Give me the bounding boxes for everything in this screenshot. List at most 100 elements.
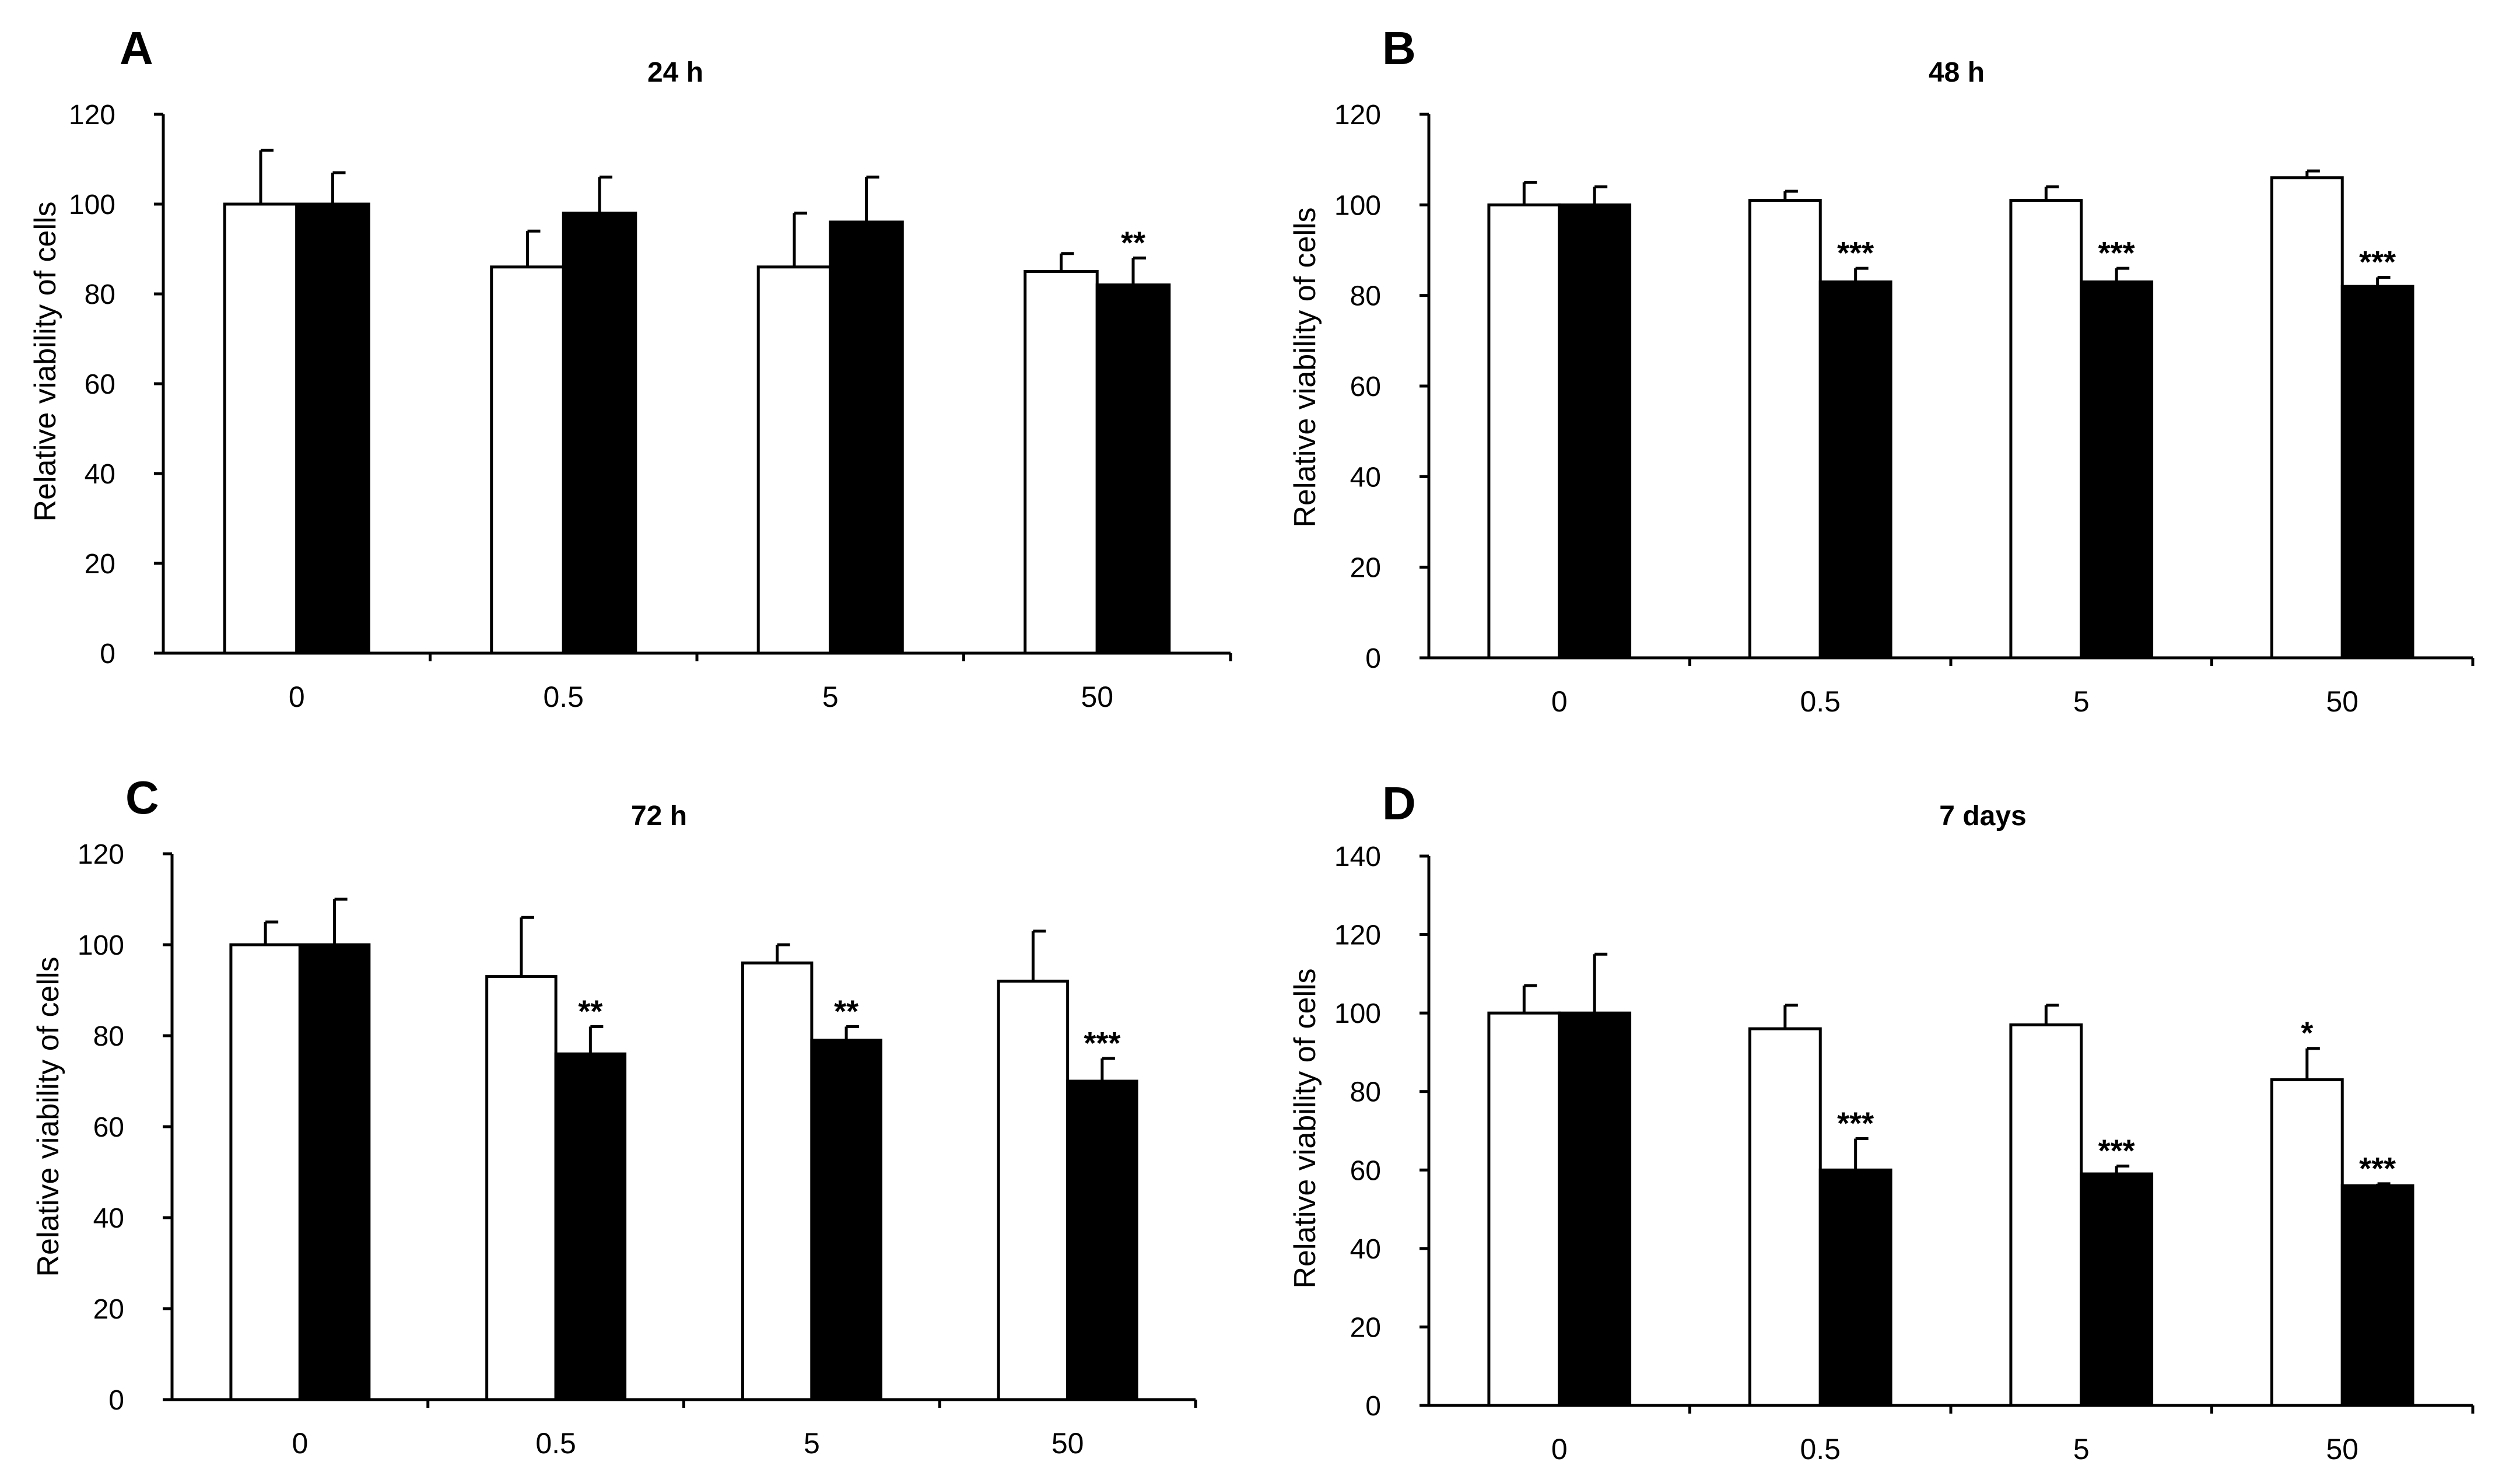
- panel-a-plot: 0 20 40 60 80 100 120 0 0.5 5 50 **: [69, 100, 1232, 713]
- panel-a-y-tick-label: 0: [100, 639, 115, 669]
- panel-c-x-tick-label: 50: [1052, 1427, 1084, 1460]
- panel-c-bar-white: [997, 979, 1070, 1401]
- panel-b-significance-label: ***: [1837, 236, 1874, 271]
- panel-d: D 7 days Relative viability of cells 0 20…: [1288, 777, 2475, 1466]
- panel-d-y-tick-label: 100: [1334, 998, 1381, 1029]
- panel-b-y-tick-label: 40: [1350, 462, 1381, 493]
- panel-b-y-tick-label: 100: [1334, 190, 1381, 221]
- panel-b-bar-white: [1748, 199, 1822, 660]
- panel-a-bar-white: [490, 265, 565, 655]
- panel-a-y-tick-label: 120: [69, 100, 115, 131]
- panel-d-x-tick-label: 0.5: [1800, 1433, 1841, 1466]
- panel-d-x-tick-label: 0: [1551, 1433, 1568, 1466]
- panel-a-x-tick-label: 0: [289, 681, 305, 713]
- panel-b: B 48 h Relative viability of cells 0 20 40…: [1288, 22, 2475, 718]
- panel-a-y-tick-label: 20: [85, 549, 115, 580]
- panel-d-y-tick-label: 80: [1350, 1077, 1381, 1108]
- panel-d-y-tick-label: 20: [1350, 1312, 1381, 1343]
- panel-b-y-tick-label: 60: [1350, 371, 1381, 402]
- panel-c-ylabel: Relative viability of cells: [31, 956, 65, 1277]
- panel-d-bar-black: [2080, 1172, 2154, 1407]
- panel-d-y-tick-label: 60: [1350, 1155, 1381, 1186]
- panel-a-y-tick-label: 80: [85, 279, 115, 310]
- panel-b-x-tick-label: 50: [2326, 685, 2358, 718]
- panel-d-significance-label: ***: [2098, 1134, 2135, 1169]
- panel-d-bar-white: [1487, 1011, 1561, 1407]
- panel-c-bar-black: [810, 1039, 882, 1401]
- panel-d-significance-label: *: [2301, 1016, 2313, 1051]
- panel-b-letter: B: [1382, 22, 1416, 74]
- panel-d-bar-black: [1818, 1168, 1892, 1407]
- panel-c-significance-label: **: [578, 994, 602, 1029]
- panel-d-y-tick-label: 120: [1334, 920, 1381, 951]
- panel-b-bar-black: [1818, 280, 1892, 660]
- panel-b-y-tick-label: 120: [1334, 100, 1381, 131]
- panel-a-x-tick-label: 50: [1081, 681, 1113, 713]
- panel-a: A 24 h Relative viability of cells 0 20 40…: [29, 22, 1232, 713]
- panel-a-x-tick-label: 0.5: [543, 681, 584, 713]
- panel-a-bar-black: [562, 211, 637, 655]
- panel-c-bar-black: [298, 943, 371, 1401]
- panel-a-bar-white: [756, 265, 832, 655]
- panel-b-bar-white: [1487, 203, 1561, 660]
- panel-c-y-tick-label: 80: [93, 1021, 124, 1052]
- panel-c-bar-white: [741, 961, 814, 1401]
- panel-c-y-tick-label: 0: [108, 1385, 124, 1416]
- panel-b-x-tick-label: 0.5: [1800, 685, 1841, 718]
- panel-a-bar-black: [1095, 283, 1171, 655]
- panel-c-x-tick-label: 0.5: [535, 1427, 576, 1460]
- panel-d-title: 7 days: [1939, 801, 2026, 832]
- panel-c-y-tick-label: 100: [78, 930, 124, 961]
- panel-a-significance-label: **: [1121, 225, 1145, 260]
- panel-d-ylabel: Relative viability of cells: [1288, 968, 1322, 1288]
- panel-c: C 72 h Relative viability of cells 0 20 40…: [31, 772, 1197, 1460]
- panel-d-significance-label: ***: [1837, 1106, 1874, 1141]
- panel-b-bar-black: [2080, 280, 2154, 660]
- panel-d-bar-white: [1748, 1027, 1822, 1407]
- panel-b-significance-label: ***: [2359, 245, 2396, 280]
- panel-d-bar-black: [1558, 1011, 1632, 1407]
- panel-c-y-tick-label: 60: [93, 1112, 124, 1143]
- panel-d-y-tick-label: 40: [1350, 1234, 1381, 1265]
- panel-a-bar-black: [829, 220, 904, 655]
- panel-b-title: 48 h: [1929, 57, 1985, 88]
- panel-a-y-tick-label: 60: [85, 369, 115, 400]
- panel-c-bar-white: [485, 975, 558, 1401]
- panel-a-letter: A: [120, 22, 153, 74]
- panel-d-y-tick-label: 0: [1365, 1391, 1381, 1422]
- panel-a-title: 24 h: [647, 57, 703, 88]
- panel-a-bar-white: [1024, 270, 1099, 655]
- panel-d-x-tick-label: 5: [2073, 1433, 2090, 1466]
- panel-d-bar-white: [2009, 1023, 2083, 1407]
- panel-d-bar-black: [2340, 1184, 2414, 1407]
- panel-b-ylabel: Relative viability of cells: [1288, 207, 1322, 527]
- panel-c-letter: C: [125, 772, 159, 823]
- panel-c-bar-white: [229, 943, 302, 1401]
- panel-a-x-tick-label: 5: [822, 681, 839, 713]
- panel-b-y-tick-label: 80: [1350, 281, 1381, 312]
- panel-a-y-tick-label: 40: [85, 459, 115, 490]
- panel-b-bar-white: [2270, 176, 2344, 660]
- panel-b-plot: 0 20 40 60 80 100 120 0 0.5 5 50 *** *** ***: [1334, 100, 2475, 718]
- panel-c-y-tick-label: 120: [78, 839, 124, 870]
- panel-d-letter: D: [1382, 777, 1416, 829]
- panel-b-significance-label: ***: [2098, 236, 2135, 271]
- panel-d-x-tick-label: 50: [2326, 1433, 2358, 1466]
- panel-c-y-tick-label: 20: [93, 1294, 124, 1325]
- panel-d-significance-label: ***: [2359, 1151, 2396, 1186]
- panel-c-y-tick-label: 40: [93, 1203, 124, 1234]
- panel-c-title: 72 h: [631, 801, 687, 832]
- panel-a-bar-white: [223, 202, 299, 655]
- panel-b-y-tick-label: 20: [1350, 553, 1381, 584]
- panel-d-bar-white: [2270, 1078, 2344, 1407]
- panel-a-ylabel: Relative viability of cells: [29, 201, 62, 521]
- panel-a-y-tick-label: 100: [69, 190, 115, 220]
- panel-c-significance-label: **: [834, 994, 858, 1029]
- panel-c-bar-black: [554, 1052, 627, 1401]
- panel-b-x-tick-label: 0: [1551, 685, 1568, 718]
- panel-c-x-tick-label: 5: [804, 1427, 820, 1460]
- panel-c-bar-black: [1066, 1079, 1138, 1401]
- panel-b-bar-black: [2340, 285, 2414, 660]
